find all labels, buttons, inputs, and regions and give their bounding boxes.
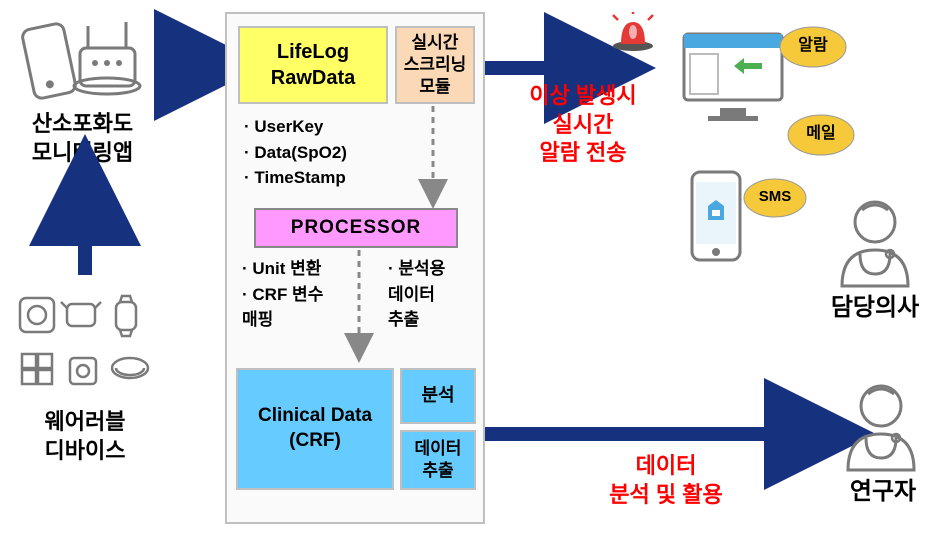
bullet-data: Data(SpO2) xyxy=(244,140,347,166)
arrow-to-researcher xyxy=(485,414,835,454)
data-extract-box: 데이터 추출 xyxy=(400,430,476,490)
arrow-processor-to-crf xyxy=(344,250,374,360)
data-analysis-text: 데이터 분석 및 활용 xyxy=(566,452,766,509)
bullet-timestamp: TimeStamp xyxy=(244,165,347,191)
researcher-label: 연구자 xyxy=(828,476,938,507)
system-architecture-diagram: 산소포화도 모니터링앱 웨어러블 디바이스 LifeLog RawData 실시… xyxy=(0,0,947,537)
wearable-label: 웨어러블 디바이스 xyxy=(15,408,155,465)
doctor-label: 담당의사 xyxy=(808,292,942,323)
bullet-crf-map: CRF 변수 매핑 xyxy=(242,282,323,333)
sms-badge: SMS xyxy=(742,178,808,218)
doctor-icon xyxy=(832,196,918,288)
bullet-unit: Unit 변환 xyxy=(242,256,323,282)
alarm-badge: 알람 xyxy=(778,26,848,68)
mail-badge: 메일 xyxy=(786,114,856,156)
app-label: 산소포화도 모니터링앱 xyxy=(5,110,160,167)
clinical-data-crf-box: Clinical Data (CRF) xyxy=(236,368,394,490)
processor-left-ops: Unit 변환 CRF 변수 매핑 xyxy=(242,256,323,333)
bullet-extract: 분석용 데이터 추출 xyxy=(388,256,445,333)
mobile-phone-icon xyxy=(688,170,744,262)
processor-right-ops: 분석용 데이터 추출 xyxy=(388,256,445,333)
screening-module-box: 실시간 스크리닝 모듈 xyxy=(395,26,475,104)
alarm-light-icon xyxy=(610,12,656,52)
arrow-app-to-container xyxy=(155,45,225,85)
bullet-userkey: UserKey xyxy=(244,114,347,140)
researcher-icon xyxy=(838,380,924,472)
monitor-icon xyxy=(678,28,788,123)
arrow-screening-to-processor xyxy=(418,106,448,206)
arrow-wearable-to-app xyxy=(65,180,105,280)
rawdata-fields: UserKey Data(SpO2) TimeStamp xyxy=(244,114,347,191)
analysis-box: 분석 xyxy=(400,368,476,424)
lifelog-rawdata-box: LifeLog RawData xyxy=(238,26,388,104)
wearable-devices-icon xyxy=(12,290,157,400)
phone-router-icon xyxy=(10,18,155,103)
processor-box: PROCESSOR xyxy=(254,208,458,248)
realtime-alert-text: 이상 발생시 실시간 알람 전송 xyxy=(498,82,668,168)
